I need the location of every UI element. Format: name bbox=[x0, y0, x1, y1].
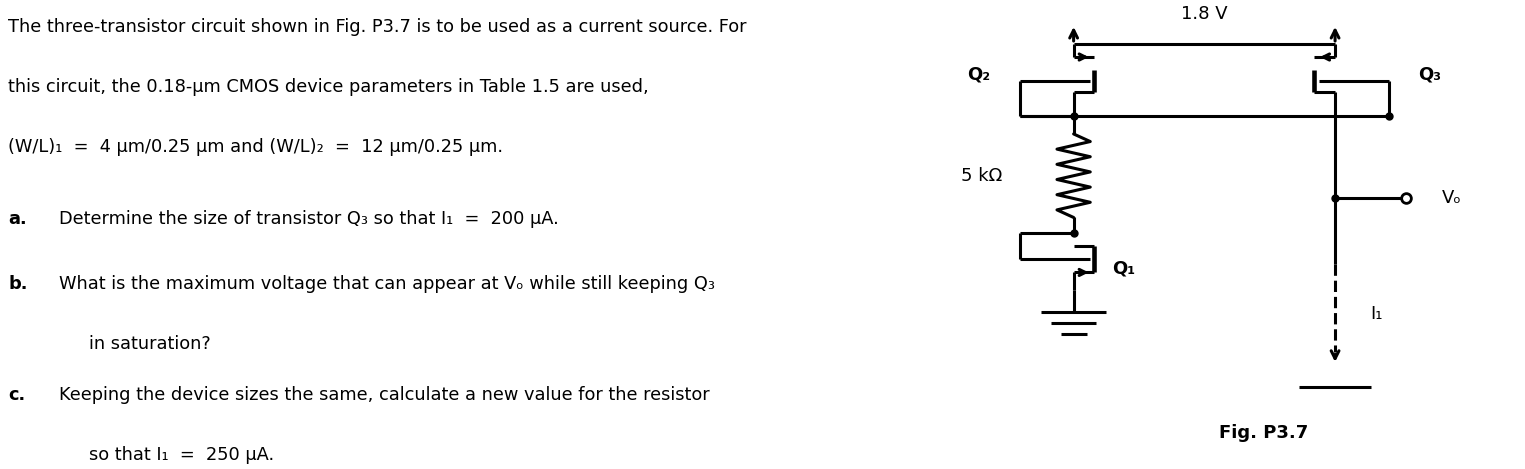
Text: 5 kΩ: 5 kΩ bbox=[961, 166, 1002, 185]
Text: (W/L)₁  =  4 µm/0.25 µm and (W/L)₂  =  12 µm/0.25 µm.: (W/L)₁ = 4 µm/0.25 µm and (W/L)₂ = 12 µm… bbox=[8, 138, 503, 156]
Text: What is the maximum voltage that can appear at Vₒ while still keeping Q₃: What is the maximum voltage that can app… bbox=[58, 274, 715, 293]
Text: Q₁: Q₁ bbox=[1112, 259, 1136, 277]
Text: in saturation?: in saturation? bbox=[88, 335, 210, 353]
Text: Fig. P3.7: Fig. P3.7 bbox=[1218, 424, 1308, 442]
Text: c.: c. bbox=[8, 386, 26, 403]
Text: Determine the size of transistor Q₃ so that I₁  =  200 µA.: Determine the size of transistor Q₃ so t… bbox=[58, 210, 558, 228]
Text: b.: b. bbox=[8, 274, 27, 293]
Text: I₁: I₁ bbox=[1371, 305, 1383, 323]
Text: Vₒ: Vₒ bbox=[1443, 189, 1462, 207]
Text: Q₃: Q₃ bbox=[1418, 66, 1441, 83]
Text: The three-transistor circuit shown in Fig. P3.7 is to be used as a current sourc: The three-transistor circuit shown in Fi… bbox=[8, 18, 747, 36]
Text: so that I₁  =  250 µA.: so that I₁ = 250 µA. bbox=[88, 446, 274, 464]
Text: this circuit, the 0.18-µm CMOS device parameters in Table 1.5 are used,: this circuit, the 0.18-µm CMOS device pa… bbox=[8, 78, 650, 96]
Text: Q₂: Q₂ bbox=[967, 66, 990, 83]
Text: 1.8 V: 1.8 V bbox=[1180, 5, 1228, 23]
Text: Keeping the device sizes the same, calculate a new value for the resistor: Keeping the device sizes the same, calcu… bbox=[58, 386, 709, 403]
Text: a.: a. bbox=[8, 210, 27, 228]
